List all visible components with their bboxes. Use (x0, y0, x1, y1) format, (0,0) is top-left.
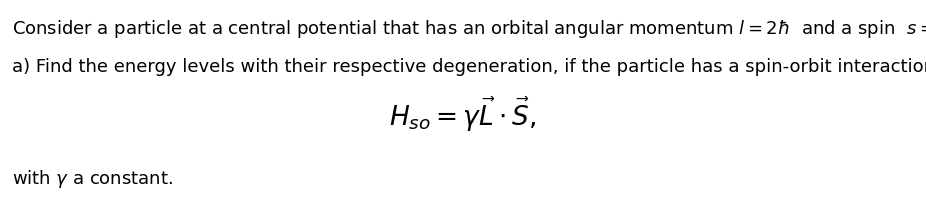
Text: Consider a particle at a central potential that has an orbital angular momentum : Consider a particle at a central potenti… (12, 18, 926, 40)
Text: $H_{so} = \gamma\vec{L}\cdot\vec{S},$: $H_{so} = \gamma\vec{L}\cdot\vec{S},$ (389, 96, 537, 134)
Text: with $\gamma$ a constant.: with $\gamma$ a constant. (12, 168, 173, 190)
Text: a) Find the energy levels with their respective degeneration, if the particle ha: a) Find the energy levels with their res… (12, 58, 926, 76)
